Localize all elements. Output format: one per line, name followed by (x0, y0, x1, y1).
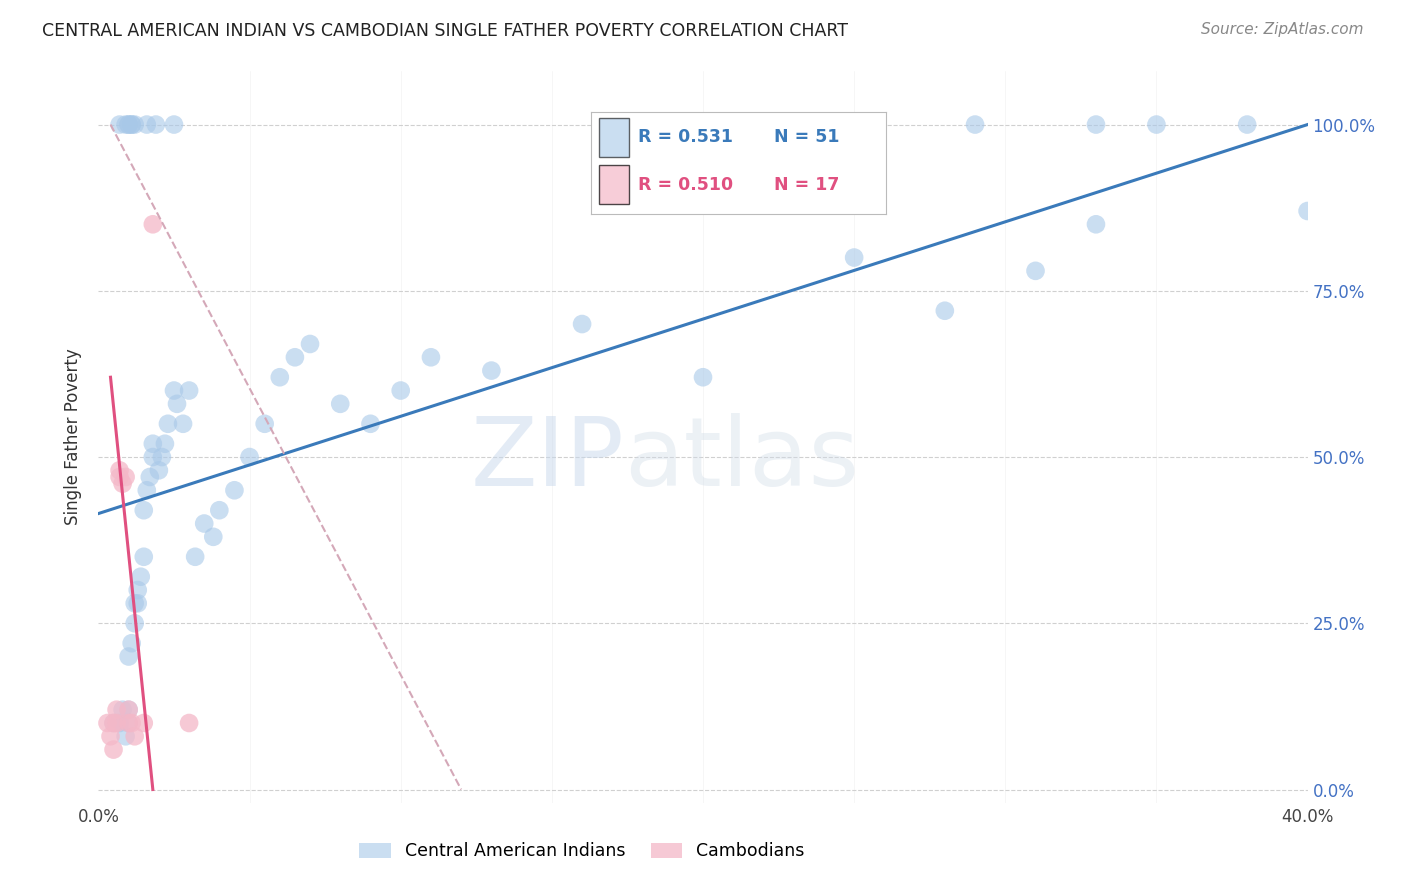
Point (299, 337, 322, 351)
Point (1024, 264, 1046, 278)
Point (108, 716, 131, 731)
Point (166, 397, 188, 411)
Point (118, 649, 141, 664)
Point (571, 317, 593, 331)
Point (481, 363, 503, 377)
Point (153, 436, 176, 450)
Point (118, 716, 141, 731)
Point (132, 549, 155, 564)
FancyBboxPatch shape (599, 118, 628, 157)
Point (105, 703, 128, 717)
Point (114, 118, 136, 132)
Point (1085, 217, 1108, 231)
Point (124, 616, 146, 631)
Point (420, 351, 443, 365)
Point (132, 716, 155, 731)
Point (179, 716, 201, 731)
Point (163, 118, 186, 132)
Point (100, 729, 122, 743)
Point (118, 118, 141, 132)
Point (127, 596, 149, 610)
Point (124, 118, 146, 132)
Point (360, 417, 382, 431)
Point (148, 463, 170, 477)
Text: atlas: atlas (624, 412, 859, 506)
Point (1236, 118, 1258, 132)
Point (965, 118, 987, 132)
Point (1144, 118, 1167, 132)
Point (692, 370, 714, 384)
Point (118, 703, 141, 717)
Point (103, 716, 125, 731)
Point (118, 118, 141, 132)
Point (142, 450, 165, 464)
Point (208, 503, 231, 517)
Text: Source: ZipAtlas.com: Source: ZipAtlas.com (1201, 22, 1364, 37)
Point (121, 118, 143, 132)
Text: N = 51: N = 51 (773, 128, 839, 146)
Point (135, 118, 157, 132)
Point (269, 370, 291, 384)
Point (135, 483, 157, 498)
Point (1085, 118, 1108, 132)
Point (114, 729, 136, 743)
Point (114, 470, 136, 484)
Point (934, 303, 956, 318)
Point (105, 716, 128, 731)
Point (103, 742, 125, 756)
Text: N = 17: N = 17 (773, 177, 839, 194)
Point (127, 582, 149, 597)
Point (118, 703, 141, 717)
Point (108, 463, 131, 477)
Point (145, 118, 167, 132)
Point (139, 470, 162, 484)
Point (96, 716, 118, 731)
Point (129, 570, 152, 584)
Point (103, 716, 125, 731)
Point (156, 417, 179, 431)
Point (172, 417, 194, 431)
Point (124, 596, 146, 610)
Point (121, 118, 143, 132)
Point (142, 436, 165, 450)
Point (108, 470, 131, 484)
Point (132, 503, 155, 517)
Point (239, 450, 262, 464)
Point (202, 530, 225, 544)
Point (184, 549, 207, 564)
Point (121, 716, 143, 731)
Point (142, 217, 165, 231)
Point (111, 703, 134, 717)
Point (329, 397, 352, 411)
Point (111, 476, 134, 491)
Point (253, 417, 276, 431)
Y-axis label: Single Father Poverty: Single Father Poverty (65, 349, 83, 525)
Point (284, 351, 307, 365)
Point (179, 384, 201, 398)
Text: CENTRAL AMERICAN INDIAN VS CAMBODIAN SINGLE FATHER POVERTY CORRELATION CHART: CENTRAL AMERICAN INDIAN VS CAMBODIAN SIN… (42, 22, 848, 40)
Point (1296, 204, 1319, 219)
Point (844, 251, 866, 265)
Point (118, 716, 141, 731)
Point (224, 483, 246, 498)
FancyBboxPatch shape (599, 165, 628, 204)
Point (163, 384, 186, 398)
Point (150, 450, 173, 464)
Point (389, 384, 412, 398)
Text: ZIP: ZIP (471, 412, 624, 506)
Text: R = 0.510: R = 0.510 (638, 177, 733, 194)
Legend: Central American Indians, Cambodians: Central American Indians, Cambodians (353, 836, 811, 867)
Text: R = 0.531: R = 0.531 (638, 128, 733, 146)
Point (121, 636, 143, 650)
Point (124, 729, 146, 743)
Point (108, 118, 131, 132)
Point (193, 516, 215, 531)
